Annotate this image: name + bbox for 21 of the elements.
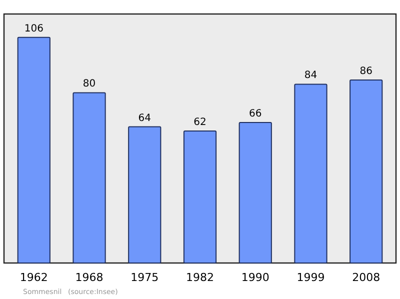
bar — [238, 122, 272, 264]
data-label: 62 — [194, 117, 206, 128]
x-tick-label: 1962 — [20, 271, 48, 284]
bar — [183, 130, 217, 264]
bar — [294, 84, 328, 264]
x-tick-label: 1990 — [241, 271, 270, 284]
x-tick-label: 1982 — [186, 271, 214, 284]
bar — [350, 79, 383, 264]
data-label: 80 — [82, 78, 96, 90]
x-tick-label: 1968 — [75, 271, 104, 284]
data-label: 66 — [249, 108, 262, 120]
x-tick-label: 1975 — [130, 271, 159, 284]
bar — [72, 92, 106, 264]
bar — [128, 126, 162, 264]
bar — [17, 36, 50, 264]
data-label: 106 — [24, 23, 44, 34]
data-label: 84 — [304, 70, 318, 82]
x-tick-label: 1999 — [296, 271, 325, 284]
data-label: 86 — [360, 66, 372, 77]
x-tick-label: 2008 — [352, 271, 380, 284]
data-label: 64 — [138, 112, 151, 124]
